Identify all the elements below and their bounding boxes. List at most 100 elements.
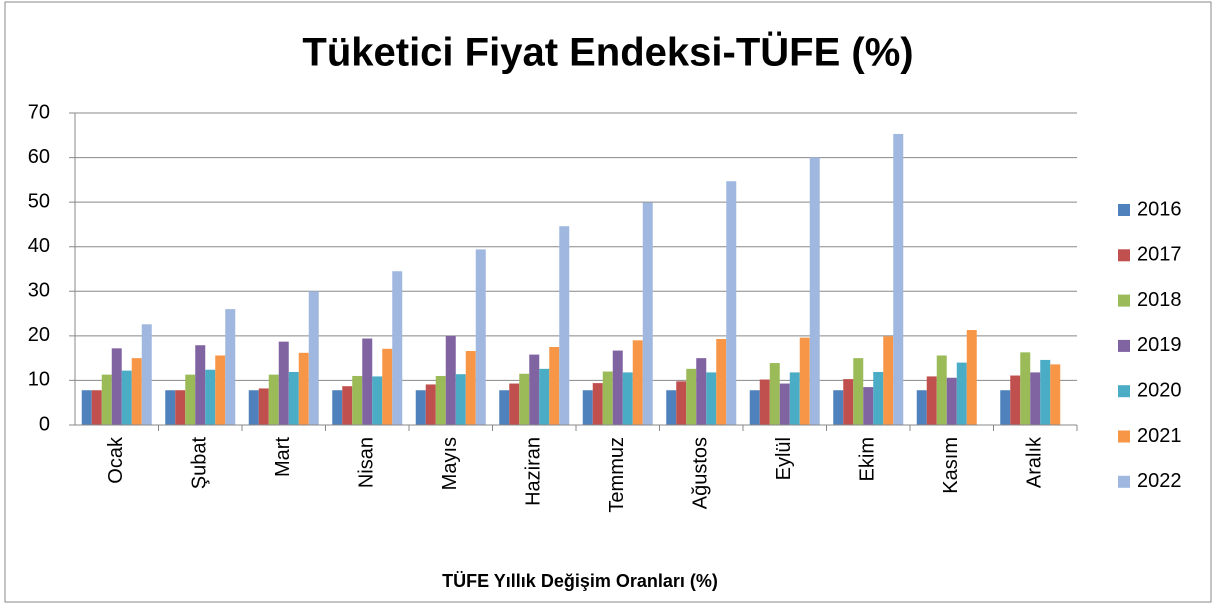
bar xyxy=(499,390,510,425)
bar xyxy=(696,358,707,425)
bar xyxy=(833,390,844,425)
bar xyxy=(809,157,820,426)
bar xyxy=(612,350,623,425)
bar xyxy=(686,368,697,425)
bar xyxy=(1020,352,1031,425)
legend-swatch xyxy=(1118,339,1130,352)
chart-border xyxy=(4,1,1212,603)
bar xyxy=(726,181,737,425)
legend-swatch xyxy=(1118,385,1130,398)
bar xyxy=(1050,364,1061,425)
bar xyxy=(278,341,289,425)
legend-label: 2016 xyxy=(1137,198,1182,220)
bar xyxy=(101,374,112,425)
bar xyxy=(592,383,603,425)
x-tick-label: Ağustos xyxy=(690,437,712,509)
bar xyxy=(131,358,142,425)
x-tick-label: Haziran xyxy=(523,437,545,506)
chart-title: Tüketici Fiyat Endeksi-TÜFE (%) xyxy=(302,30,913,75)
bar xyxy=(936,355,947,425)
y-tick-label: 40 xyxy=(28,235,50,257)
bar xyxy=(248,390,259,425)
bar xyxy=(749,390,760,425)
bar xyxy=(372,376,383,425)
bar xyxy=(91,390,102,425)
bar xyxy=(716,338,727,425)
bar xyxy=(465,351,476,425)
bar xyxy=(382,348,393,425)
legend-swatch xyxy=(1118,294,1130,307)
bar xyxy=(342,386,353,425)
bar xyxy=(141,324,152,425)
bar xyxy=(926,376,937,425)
y-tick-label: 70 xyxy=(28,101,50,123)
x-tick-label: Eylül xyxy=(773,437,795,480)
x-tick-label: Şubat xyxy=(189,437,211,490)
x-tick-label: Mart xyxy=(272,437,294,477)
bar xyxy=(582,390,593,425)
bar xyxy=(288,371,299,425)
y-tick-label: 60 xyxy=(28,146,50,168)
x-tick-label: Aralık xyxy=(1024,436,1046,488)
x-tick-label: Nisan xyxy=(356,437,378,488)
legend-label: 2019 xyxy=(1137,334,1182,356)
bar xyxy=(1030,372,1041,425)
bar xyxy=(893,133,904,425)
bar xyxy=(362,338,373,425)
bar xyxy=(435,375,446,425)
bar xyxy=(549,347,560,425)
bar xyxy=(392,271,403,425)
bar xyxy=(883,336,894,425)
bar xyxy=(759,379,770,425)
bar xyxy=(308,291,319,425)
bar xyxy=(799,337,810,425)
x-tick-label: Temmuz xyxy=(606,437,628,513)
bar xyxy=(789,372,800,425)
legend-label: 2021 xyxy=(1137,425,1182,447)
legend-label: 2022 xyxy=(1137,470,1182,492)
bar xyxy=(268,374,279,425)
legend-label: 2017 xyxy=(1137,244,1182,266)
x-tick-label: Kasım xyxy=(940,437,962,494)
bar xyxy=(853,358,864,425)
bar xyxy=(258,388,269,425)
bar xyxy=(946,377,957,425)
bar xyxy=(215,355,226,425)
bar xyxy=(642,202,653,425)
bar xyxy=(445,335,456,425)
legend-label: 2018 xyxy=(1137,289,1182,311)
bar xyxy=(706,372,717,425)
bar xyxy=(916,390,927,425)
legend-label: 2020 xyxy=(1137,379,1182,401)
bar xyxy=(195,345,206,425)
bar xyxy=(873,371,884,425)
legend-swatch xyxy=(1118,204,1130,216)
bar xyxy=(298,352,309,425)
x-tick-label: Ocak xyxy=(105,436,127,484)
y-tick-label: 30 xyxy=(28,280,50,302)
bar xyxy=(539,368,550,425)
bar xyxy=(769,363,780,425)
bar xyxy=(666,390,677,425)
bar xyxy=(121,370,132,425)
bar xyxy=(185,374,196,425)
bar xyxy=(455,374,466,425)
bar xyxy=(632,340,643,425)
legend-swatch xyxy=(1118,430,1130,443)
y-tick-label: 20 xyxy=(28,324,50,346)
bar xyxy=(225,309,236,425)
bar xyxy=(622,372,633,425)
bar xyxy=(1000,390,1011,425)
bar xyxy=(509,383,520,425)
bar xyxy=(843,379,854,425)
bar xyxy=(1040,359,1051,425)
y-tick-label: 50 xyxy=(28,190,50,212)
bar xyxy=(81,390,92,425)
bar xyxy=(111,348,122,425)
bar xyxy=(519,373,530,425)
bar xyxy=(165,390,176,425)
bar xyxy=(205,369,216,425)
bar xyxy=(425,384,436,425)
bar xyxy=(676,381,687,425)
bar xyxy=(352,375,363,425)
